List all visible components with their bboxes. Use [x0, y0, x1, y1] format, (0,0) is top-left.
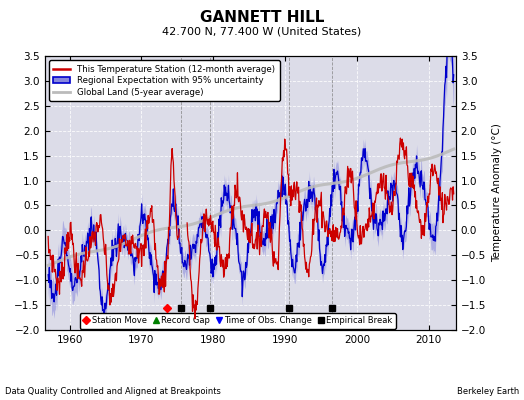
- Text: GANNETT HILL: GANNETT HILL: [200, 10, 324, 25]
- Y-axis label: Temperature Anomaly (°C): Temperature Anomaly (°C): [492, 124, 501, 262]
- Text: Data Quality Controlled and Aligned at Breakpoints: Data Quality Controlled and Aligned at B…: [5, 387, 221, 396]
- Text: Berkeley Earth: Berkeley Earth: [456, 387, 519, 396]
- Text: 42.700 N, 77.400 W (United States): 42.700 N, 77.400 W (United States): [162, 26, 362, 36]
- Legend: Station Move, Record Gap, Time of Obs. Change, Empirical Break: Station Move, Record Gap, Time of Obs. C…: [80, 313, 396, 328]
